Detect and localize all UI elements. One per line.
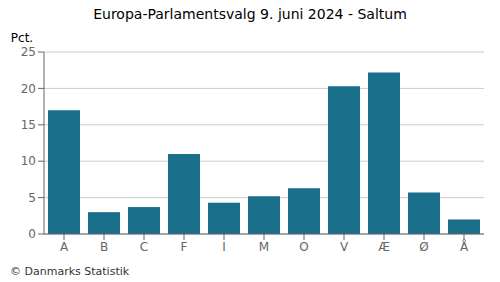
svg-text:A: A <box>60 240 69 254</box>
svg-text:F: F <box>181 240 188 254</box>
svg-text:15: 15 <box>21 118 36 132</box>
svg-text:Ø: Ø <box>419 240 428 254</box>
svg-text:5: 5 <box>28 191 36 205</box>
svg-text:Æ: Æ <box>378 240 390 254</box>
svg-text:C: C <box>140 240 148 254</box>
svg-text:V: V <box>340 240 349 254</box>
svg-text:B: B <box>100 240 108 254</box>
svg-text:Å: Å <box>460 239 469 254</box>
svg-text:25: 25 <box>21 45 36 59</box>
svg-text:0: 0 <box>28 227 36 241</box>
svg-text:10: 10 <box>21 154 36 168</box>
svg-text:M: M <box>259 240 269 254</box>
svg-text:I: I <box>222 240 226 254</box>
svg-text:O: O <box>299 240 308 254</box>
html-text:© Danmarks Statistik: © Danmarks Statistik <box>10 265 130 278</box>
svg-text:Pct.: Pct. <box>11 31 33 45</box>
svg-text:20: 20 <box>21 82 36 96</box>
html-text:Europa-Parlamentsvalg 9. juni: Europa-Parlamentsvalg 9. juni 2024 - Sal… <box>93 6 407 22</box>
